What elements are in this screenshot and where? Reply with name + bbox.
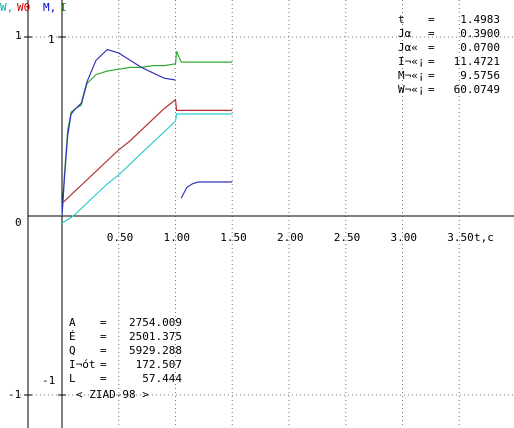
axis-label-left-red: W0 (17, 1, 30, 14)
readout-value: 0.0700 (460, 41, 500, 54)
x-tick-label: 3.00 (391, 231, 418, 244)
readout-value: 60.0749 (454, 83, 500, 96)
readout-eq: = (428, 13, 435, 26)
series-line-blue-3 (61, 48, 176, 217)
readout-value: 11.4721 (454, 55, 500, 68)
series-line-cyan-0 (61, 113, 233, 224)
readout-label: I¬«¡ (398, 55, 425, 68)
footer-label: < ZIAD-98 > (76, 388, 149, 401)
readout-eq: = (428, 55, 435, 68)
readout-eq: = (428, 69, 435, 82)
series-line-red-1 (61, 98, 233, 204)
summary-eq: = (100, 330, 107, 343)
axis-label-left-cyan: W, (0, 1, 13, 14)
readout-value: 9.5756 (460, 69, 500, 82)
axes (24, 0, 514, 428)
readout-label: W¬«¡ (398, 83, 425, 96)
readout-label: Jα« (398, 41, 418, 54)
y-tick-label-right: 1 (48, 33, 55, 46)
axis-label-right-blue: M, (43, 1, 56, 14)
y-tick-label-left: 1 (15, 29, 22, 42)
summary-value: 57.444 (142, 372, 182, 385)
summary-label: É (69, 330, 76, 343)
summary-value: 172.507 (136, 358, 182, 371)
summary-value: 2754.009 (129, 316, 182, 329)
readout-value: 0.3900 (460, 27, 500, 40)
x-tick-label: 2.00 (277, 231, 304, 244)
axis-label-right-green: I (60, 1, 67, 14)
x-tick-label: 1.50 (220, 231, 247, 244)
y-tick-label-right: -1 (42, 374, 55, 387)
summary-label: A (69, 316, 76, 329)
summary-eq: = (100, 372, 107, 385)
summary-eq: = (100, 358, 107, 371)
readout-eq: = (428, 41, 435, 54)
readout-label: Jα (398, 27, 412, 40)
summary-label: I¬ót (69, 358, 96, 371)
readout-label: t (398, 13, 405, 26)
series-layer (61, 48, 233, 224)
tick-labels: 0.50 1.00 1.50 2.00 2.50 3.00 3.50 1 0 -1 1 -1 (8, 29, 474, 401)
x-tick-label: 2.50 (334, 231, 361, 244)
readout-eq: = (428, 83, 435, 96)
readout-eq: = (428, 27, 435, 40)
readout-value: 1.4983 (460, 13, 500, 26)
summary-value: 2501.375 (129, 330, 182, 343)
grid (20, 0, 514, 428)
y-tick-label-left: -1 (8, 388, 21, 401)
x-tick-label: 0.50 (107, 231, 134, 244)
series-line-green-2 (61, 51, 233, 217)
y-tick-label-left: 0 (15, 216, 22, 229)
series-line-blue-4 (180, 181, 233, 199)
readout-label: M¬«¡ (398, 69, 425, 82)
x-tick-label: 1.00 (164, 231, 191, 244)
summary-panel: A = 2754.009 É = 2501.375 Q = 5929.288 I¬ót = 172.5… (69, 316, 182, 385)
summary-label: Q (69, 344, 76, 357)
x-axis-unit: t,c (474, 231, 494, 244)
summary-eq: = (100, 344, 107, 357)
summary-eq: = (100, 316, 107, 329)
summary-value: 5929.288 (129, 344, 182, 357)
x-tick-label: 3.50 (447, 231, 474, 244)
summary-label: L (69, 372, 76, 385)
